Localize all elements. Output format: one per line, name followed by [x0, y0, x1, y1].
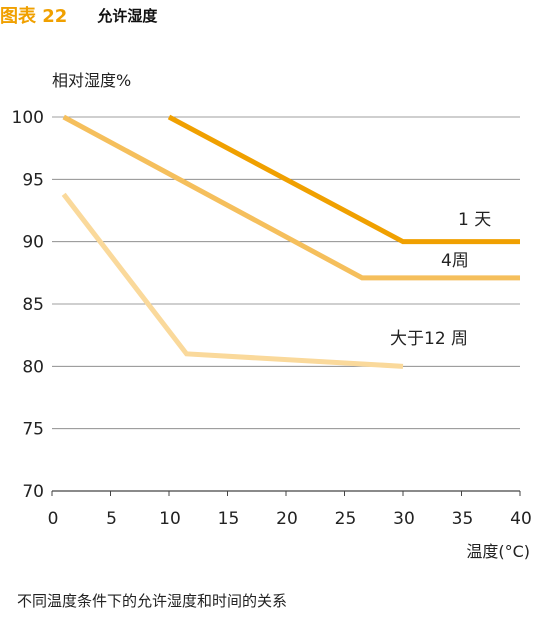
- figure-title: 允许湿度: [97, 6, 158, 25]
- y-tick-label: 85: [22, 295, 44, 315]
- y-tick-label: 90: [22, 233, 44, 253]
- x-tick-label: 20: [276, 509, 298, 529]
- y-tick-label: 80: [22, 357, 44, 377]
- figure-caption: 不同温度条件下的允许湿度和时间的关系: [17, 592, 288, 610]
- y-tick-label: 100: [12, 108, 44, 128]
- y-tick-label: 95: [22, 170, 44, 190]
- x-tick-labels: 0 5 10 15 20 25 30 35 40: [48, 509, 532, 529]
- y-tick-label: 70: [22, 482, 44, 502]
- series-line-3: [61, 192, 404, 369]
- series-line-2: [62, 114, 520, 281]
- series-label-2: 4周: [441, 251, 469, 271]
- x-tick-label: 40: [510, 509, 532, 529]
- x-axis-label: 温度(°C): [466, 542, 530, 561]
- x-tick-label: 0: [48, 509, 59, 529]
- y-tick-labels: 70 75 80 85 90 95 100: [12, 108, 44, 502]
- x-tick-label: 5: [106, 509, 117, 529]
- series-label-3: 大于12 周: [390, 329, 468, 349]
- x-tick-label: 35: [452, 509, 474, 529]
- figure-header: 图表 22 允许湿度: [0, 4, 158, 27]
- figure-label: 图表 22: [0, 6, 68, 27]
- x-tick-label: 10: [159, 509, 181, 529]
- series-line-1: [167, 114, 520, 245]
- x-tick-label: 25: [335, 509, 357, 529]
- grid-lines: [51, 116, 521, 496]
- y-tick-label: 75: [22, 420, 44, 440]
- y-axis-label: 相对湿度%: [52, 71, 131, 90]
- series-label-1: 1 天: [458, 210, 491, 230]
- x-tick-label: 15: [218, 509, 240, 529]
- chart: 70 75 80 85 90 95 100 0 5 10 15 20 25 30 35 40 1 天 4周大于…: [12, 71, 532, 561]
- x-tick-label: 30: [393, 509, 415, 529]
